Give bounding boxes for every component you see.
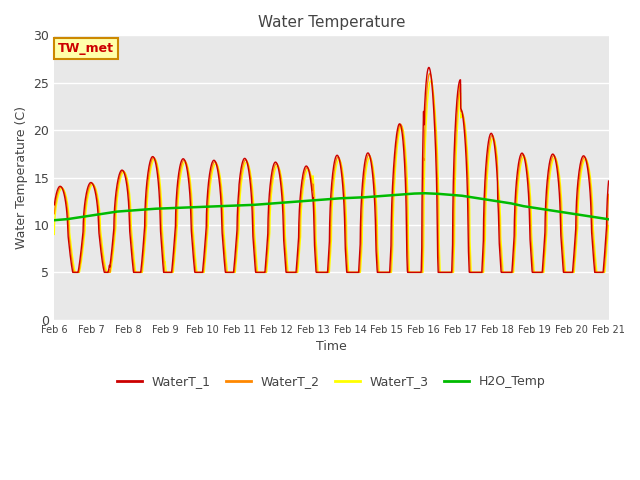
H2O_Temp [51, 217, 58, 223]
WaterT_3 [154, 163, 161, 169]
H2O_Temp [580, 213, 588, 218]
WaterT_2 [426, 71, 433, 76]
WaterT_3 [51, 231, 58, 237]
WaterT_2 [605, 192, 612, 197]
WaterT_1 [395, 122, 403, 128]
Line: WaterT_2: WaterT_2 [54, 73, 609, 272]
WaterT_3 [427, 78, 435, 84]
WaterT_3 [605, 223, 612, 228]
Title: Water Temperature: Water Temperature [258, 15, 405, 30]
WaterT_1 [154, 174, 161, 180]
WaterT_2 [581, 154, 589, 160]
WaterT_2 [154, 167, 161, 173]
WaterT_2 [51, 211, 58, 216]
WaterT_2 [202, 244, 209, 250]
WaterT_1 [581, 154, 589, 160]
H2O_Temp [496, 199, 504, 204]
WaterT_1 [425, 65, 433, 71]
Line: WaterT_3: WaterT_3 [54, 81, 609, 272]
WaterT_3 [72, 269, 79, 275]
WaterT_3 [202, 255, 209, 261]
H2O_Temp [395, 192, 403, 198]
X-axis label: Time: Time [316, 340, 347, 353]
Line: WaterT_1: WaterT_1 [54, 68, 609, 272]
H2O_Temp [605, 216, 612, 222]
Text: TW_met: TW_met [58, 42, 114, 55]
WaterT_3 [337, 160, 345, 166]
H2O_Temp [202, 204, 209, 210]
WaterT_1 [69, 269, 77, 275]
WaterT_2 [497, 241, 504, 247]
Legend: WaterT_1, WaterT_2, WaterT_3, H2O_Temp: WaterT_1, WaterT_2, WaterT_3, H2O_Temp [112, 370, 551, 393]
H2O_Temp [420, 190, 428, 196]
WaterT_3 [395, 133, 403, 139]
WaterT_2 [395, 126, 403, 132]
Y-axis label: Water Temperature (C): Water Temperature (C) [15, 106, 28, 249]
H2O_Temp [337, 195, 344, 201]
WaterT_1 [497, 257, 504, 263]
WaterT_2 [70, 269, 78, 275]
WaterT_3 [581, 157, 589, 163]
WaterT_2 [337, 161, 345, 167]
WaterT_1 [337, 166, 345, 171]
H2O_Temp [154, 206, 161, 212]
WaterT_1 [51, 202, 58, 208]
Line: H2O_Temp: H2O_Temp [54, 193, 609, 220]
WaterT_1 [202, 231, 209, 237]
WaterT_1 [605, 178, 612, 184]
WaterT_3 [497, 209, 504, 215]
